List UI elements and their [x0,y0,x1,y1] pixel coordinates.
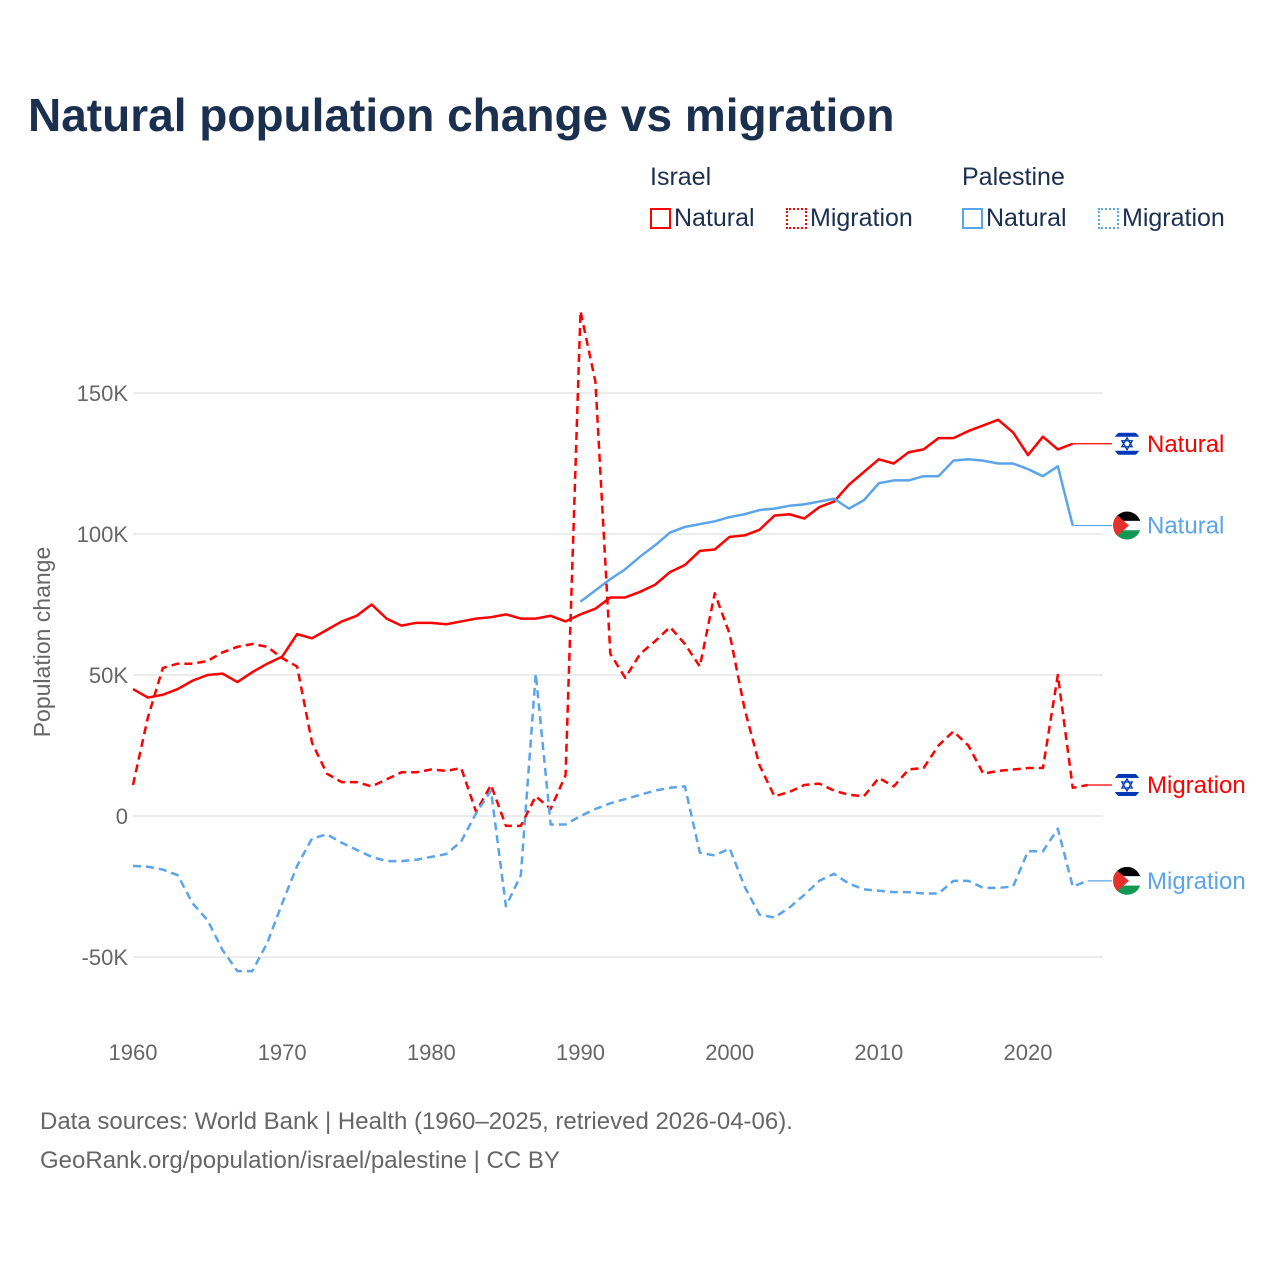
y-tick-label: -50K [82,945,129,970]
dotted-swatch-icon [1098,208,1119,229]
y-tick-label: 0 [116,804,128,829]
x-tick-label: 1970 [258,1040,307,1065]
footer-sources: Data sources: World Bank | Health (1960–… [40,1108,793,1135]
y-tick-label: 50K [89,663,128,688]
x-tick-label: 1960 [109,1040,158,1065]
series-end-label: Natural [1147,513,1224,540]
palestine-flag-icon [1113,866,1141,895]
legend-israel-migration[interactable]: Migration [786,204,913,233]
israel-flag-icon [1113,770,1141,799]
y-tick-label: 100K [77,522,129,547]
legend-group-israel: Israel [650,163,712,191]
legend-label: Natural [986,204,1067,232]
x-tick-label: 1980 [407,1040,456,1065]
series-end-label: Migration [1147,772,1246,799]
series-end-label: Natural [1147,431,1224,458]
series-line-palestine-migration [132,672,1089,973]
chart-title: Natural population change vs migration [28,89,895,141]
x-tick-label: 2000 [705,1040,754,1065]
israel-flag-icon [1113,429,1141,458]
x-tick-label: 2010 [854,1040,903,1065]
palestine-flag-icon [1113,511,1141,540]
series-line-palestine-natural [579,458,1074,603]
legend-label: Migration [1122,204,1225,232]
y-axis-label: Population change [29,547,55,738]
solid-swatch-icon [650,208,671,229]
series-line-israel-migration [131,309,1088,828]
legend-israel-natural[interactable]: Natural [650,204,755,233]
dotted-swatch-icon [786,208,807,229]
x-tick-label: 2020 [1004,1040,1053,1065]
x-tick-label: 1990 [556,1040,605,1065]
y-tick-label: 150K [77,381,129,406]
legend-palestine-natural[interactable]: Natural [962,204,1067,233]
series-end-label: Migration [1147,868,1246,895]
legend-label: Migration [810,204,913,232]
legend-group-palestine: Palestine [962,163,1065,191]
legend-label: Natural [674,204,755,232]
footer-attribution[interactable]: GeoRank.org/population/israel/palestine … [40,1147,560,1174]
legend-palestine-migration[interactable]: Migration [1098,204,1225,233]
series-line-israel-natural [132,418,1074,699]
solid-swatch-icon [962,208,983,229]
